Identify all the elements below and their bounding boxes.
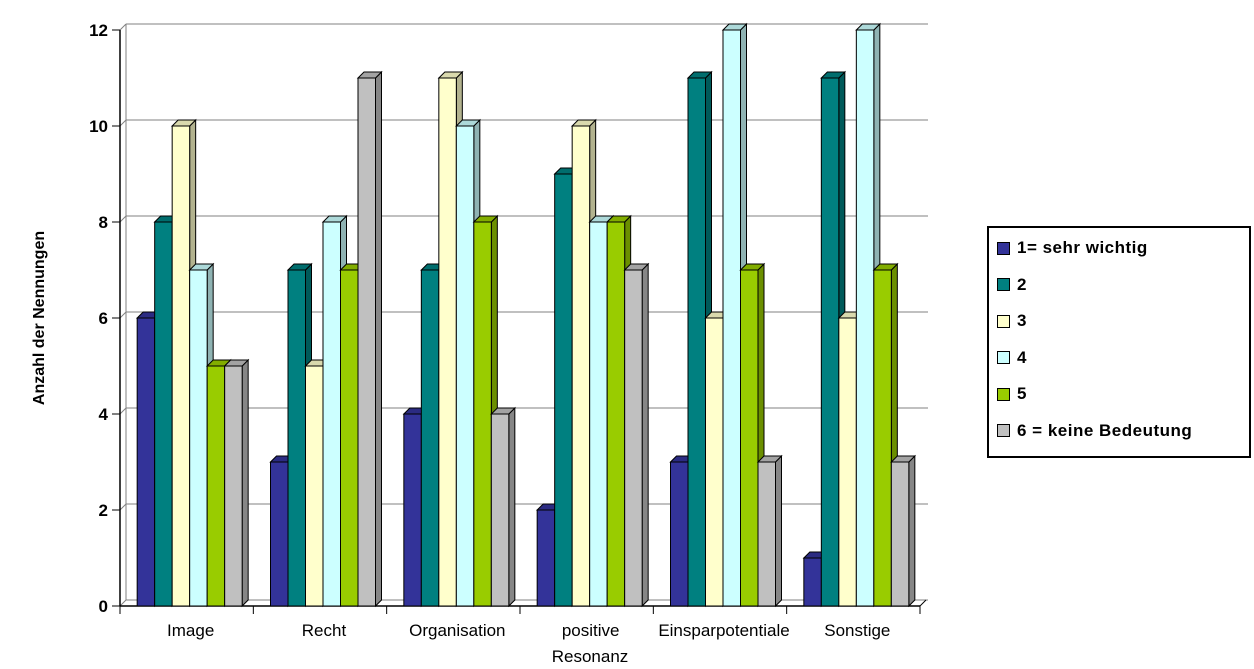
bar-front <box>136 317 156 607</box>
bar-front <box>803 557 822 607</box>
bar-side <box>508 406 516 608</box>
y-axis-title: Anzahl der Nennungen <box>31 231 48 405</box>
gridline-side <box>119 599 127 607</box>
bar-front <box>571 125 591 607</box>
bar-front <box>455 125 475 607</box>
bar-front <box>305 365 324 607</box>
bar-front <box>705 317 724 607</box>
bar <box>490 406 517 608</box>
bar-front <box>740 269 759 607</box>
gridline-side <box>119 311 127 319</box>
y-tick-label: 6 <box>99 309 108 328</box>
bar <box>756 454 783 608</box>
legend: 1= sehr wichtig 2 3 4 5 6 = keine Bedeutung <box>987 226 1251 458</box>
bar-front <box>357 77 376 607</box>
bar-front <box>589 221 608 607</box>
legend-swatch <box>997 314 1010 328</box>
legend-swatch <box>997 278 1010 291</box>
bar-front <box>270 461 289 607</box>
legend-label: 5 <box>1017 384 1027 403</box>
gridlines <box>119 23 928 607</box>
x-tick-label: Image <box>167 621 214 640</box>
bar-front <box>403 413 422 607</box>
x-tick-label: Einsparpotentiale <box>658 621 789 640</box>
bar-front <box>687 77 706 607</box>
bar-front <box>438 77 457 607</box>
bar-front <box>820 77 840 607</box>
legend-label: 1= sehr wichtig <box>1017 238 1148 257</box>
legend-swatch <box>997 241 1010 255</box>
bar-front <box>473 221 492 607</box>
floor-edge <box>919 599 927 607</box>
bar-front <box>340 269 359 607</box>
bar-side <box>908 454 916 608</box>
gridline-side <box>119 407 127 415</box>
bars <box>135 22 917 608</box>
bar <box>286 262 313 608</box>
bar-front <box>873 269 892 607</box>
gridline-side <box>119 119 127 127</box>
x-tick-label: Organisation <box>409 621 505 640</box>
bar-side <box>775 454 782 608</box>
bar-front <box>224 365 243 607</box>
legend-label: 2 <box>1017 274 1027 294</box>
x-tick-label: Sonstige <box>824 621 890 640</box>
legend-swatch <box>997 387 1010 401</box>
bar-front <box>757 461 776 607</box>
x-tick-label: Recht <box>302 621 347 640</box>
legend-item: 6 = keine Bedeutung <box>997 420 1192 442</box>
legend-item: 1= sehr wichtig <box>997 237 1148 259</box>
y-tick-label: 0 <box>99 597 108 616</box>
bar <box>223 358 250 608</box>
legend-swatch <box>997 424 1010 437</box>
bar-front <box>536 509 556 607</box>
legend-label: 3 <box>1017 311 1027 330</box>
y-axis-ticks: 0 2 4 6 8 10 12 <box>89 21 120 616</box>
legend-item: 5 <box>997 383 1027 405</box>
bar-front <box>154 221 173 607</box>
legend-label: 6 = keine Bedeutung <box>1017 420 1193 440</box>
bar-front <box>189 269 208 607</box>
bar-front <box>624 269 643 607</box>
x-tick-label: positive <box>562 621 620 640</box>
bar <box>890 454 917 608</box>
y-tick-label: 2 <box>99 501 108 520</box>
bar-front <box>206 365 226 607</box>
gridline-side <box>119 23 127 31</box>
legend-item: 2 <box>997 274 1027 296</box>
y-tick-label: 12 <box>89 21 108 40</box>
bar <box>356 70 383 608</box>
bar-front <box>606 221 626 607</box>
legend-swatch <box>997 351 1010 364</box>
bar <box>623 262 650 608</box>
legend-item: 4 <box>997 347 1027 369</box>
bar-front <box>890 461 910 607</box>
gridline-side <box>119 503 127 511</box>
bar-front <box>722 29 741 607</box>
y-tick-label: 10 <box>89 117 108 136</box>
bar-side <box>241 358 249 608</box>
bar-front <box>838 317 857 607</box>
bar-front <box>554 173 573 607</box>
legend-item: 3 <box>997 310 1027 332</box>
x-axis: Image Recht Organisation positive Einsparpot… <box>119 606 921 640</box>
y-tick-label: 8 <box>99 213 108 232</box>
bar-front <box>670 461 689 607</box>
bar-front <box>490 413 510 607</box>
bar-front <box>287 269 306 607</box>
bar-side <box>641 262 649 608</box>
y-tick-label: 4 <box>99 405 109 424</box>
gridline-side <box>119 215 127 223</box>
bar-front <box>322 221 341 607</box>
legend-label: 4 <box>1017 347 1027 367</box>
bar-front <box>855 29 875 607</box>
bar-side <box>375 70 382 608</box>
bar-front <box>171 125 191 607</box>
bar-front <box>420 269 440 607</box>
x-axis-title: Resonanz <box>552 647 629 666</box>
